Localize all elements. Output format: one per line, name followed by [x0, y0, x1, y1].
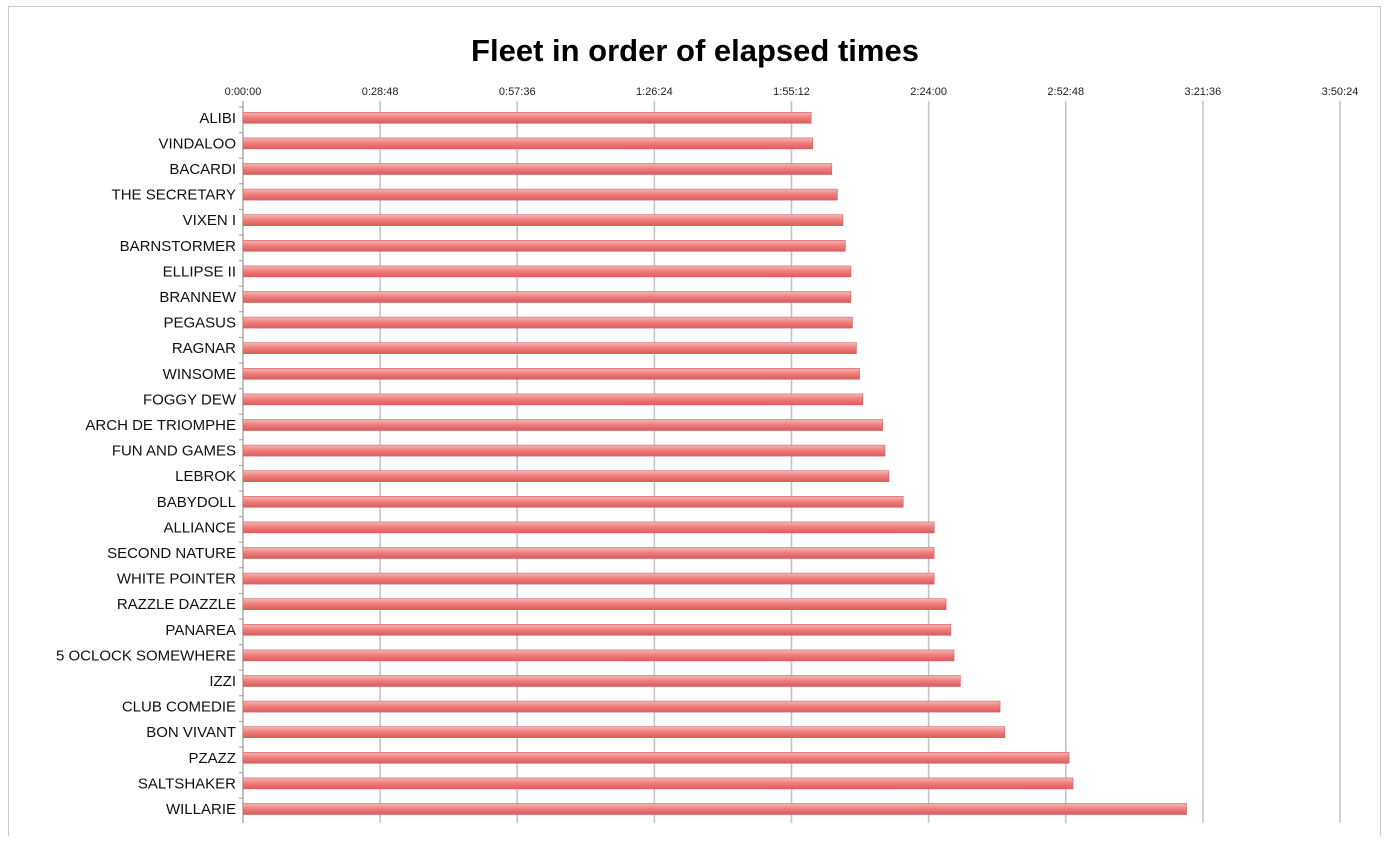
category-label: VINDALOO: [158, 135, 236, 152]
chart-frame: Fleet in order of elapsed times 0:00:00 0…: [8, 6, 1381, 836]
bar-bacardi: [242, 163, 833, 175]
category-label: SALTSHAKER: [138, 775, 236, 792]
bar-5-oclock-somewhere: [242, 649, 955, 662]
bar-babydoll: [242, 495, 904, 508]
category-label: BRANNEW: [159, 289, 237, 306]
bar-vixen-i: [242, 214, 844, 226]
bar-alibi: [242, 112, 812, 124]
category-label: WHITE POINTER: [117, 571, 236, 588]
bar-pegasus: [242, 316, 853, 329]
category-label: BARNSTORMER: [120, 238, 237, 255]
category-label: ALIBI: [199, 110, 236, 127]
category-label: THE SECRETARY: [112, 187, 236, 204]
category-label: CLUB COMEDIE: [122, 699, 236, 716]
bar-razzle-dazzle: [242, 598, 947, 611]
category-label: ARCH DE TRIOMPHE: [85, 417, 236, 434]
category-label: RAZZLE DAZZLE: [117, 596, 236, 613]
bar-pzazz: [242, 751, 1070, 764]
category-label: RAGNAR: [172, 340, 236, 357]
category-label: 5 OCLOCK SOMEWHERE: [56, 647, 236, 664]
bar-izzi: [242, 675, 961, 687]
category-label: IZZI: [209, 673, 236, 690]
category-label: FUN AND GAMES: [112, 443, 236, 460]
bar-vindaloo: [242, 137, 814, 150]
bar-barnstormer: [242, 240, 846, 252]
category-label: FOGGY DEW: [143, 391, 237, 408]
bar-chart: Fleet in order of elapsed times 0:00:00 0…: [56, 33, 1359, 823]
bar-panarea: [242, 623, 952, 636]
x-tick-label: 1:55:12: [773, 86, 810, 98]
category-label: BON VIVANT: [146, 724, 236, 741]
bar-lebrok: [242, 470, 890, 483]
category-label: WILLARIE: [166, 801, 236, 818]
bar-ragnar: [242, 342, 857, 355]
bar-saltshaker: [242, 777, 1074, 790]
x-tick-label: 3:50:24: [1322, 86, 1359, 98]
x-tick-label: 0:57:36: [499, 86, 536, 98]
category-label: ELLIPSE II: [163, 263, 236, 280]
x-tick-label: 3:21:36: [1185, 86, 1222, 98]
bar-alliance: [242, 521, 935, 534]
gridlines: [239, 101, 1341, 823]
x-tick-label: 1:26:24: [636, 86, 673, 98]
x-axis-ticks: 0:00:00 0:28:48 0:57:36 1:26:24 1:55:12 2:24:…: [225, 86, 1359, 98]
category-label: BABYDOLL: [157, 494, 236, 511]
bar-the-secretary: [242, 188, 838, 201]
category-label: ALLIANCE: [163, 519, 236, 536]
x-tick-label: 0:00:00: [225, 86, 262, 98]
x-tick-label: 2:52:48: [1047, 86, 1084, 98]
bar-fun-and-games: [242, 444, 886, 457]
bar-winsome: [242, 367, 860, 380]
category-label: SECOND NATURE: [107, 545, 236, 562]
bar-foggy-dew: [242, 393, 864, 406]
x-tick-label: 2:24:00: [910, 86, 947, 98]
bar-second-nature: [242, 547, 935, 559]
category-label: LEBROK: [175, 468, 236, 485]
chart-title: Fleet in order of elapsed times: [471, 33, 919, 68]
bar-white-pointer: [242, 572, 935, 585]
bar-arch-de-triomphe: [242, 419, 883, 431]
category-label: PZAZZ: [189, 750, 237, 767]
bar-ellipse-ii: [242, 265, 852, 278]
x-tick-label: 0:28:48: [362, 86, 399, 98]
bar-willarie: [242, 803, 1187, 815]
category-labels: ALIBI VINDALOO BACARDI THE SECRETARY VIXEN I…: [56, 110, 237, 818]
bars: [242, 112, 1187, 815]
category-label: PEGASUS: [163, 315, 236, 332]
bar-brannew: [242, 291, 852, 303]
category-label: BACARDI: [169, 161, 236, 178]
category-label: PANAREA: [165, 622, 236, 639]
category-label: VIXEN I: [183, 212, 236, 229]
bar-club-comedie: [242, 700, 1001, 713]
category-label: WINSOME: [163, 366, 236, 383]
bar-bon-vivant: [242, 726, 1006, 739]
